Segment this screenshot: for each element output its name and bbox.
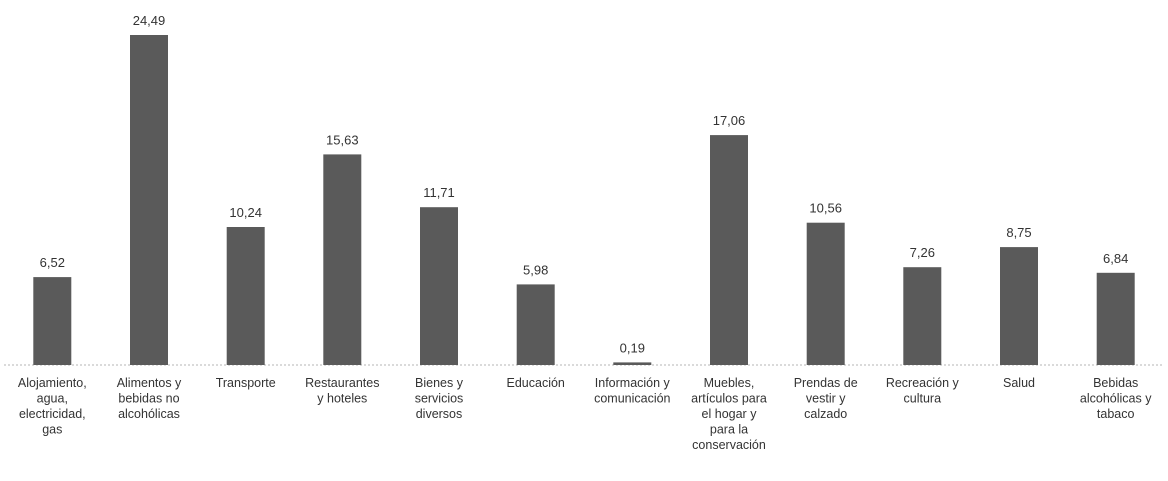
category-label-line: comunicación <box>594 392 670 406</box>
category-label: Alimentos y bebidas no alcohólicas <box>117 376 182 421</box>
category-label-line: Recreación y <box>886 376 960 390</box>
bar-value-label: 6,52 <box>40 255 65 270</box>
bar-value-label: 24,49 <box>133 13 166 28</box>
bar <box>613 362 652 365</box>
bar-value-label: 6,84 <box>1103 251 1128 266</box>
category-label-line: Bebidas <box>1093 376 1138 390</box>
bar <box>130 35 168 365</box>
bar-value-label: 17,06 <box>713 113 746 128</box>
category-label-line: Bienes y <box>415 376 464 390</box>
category-label-line: servicios <box>415 392 464 406</box>
category-label-line: Transporte <box>216 376 276 390</box>
category-label-line: artículos para <box>691 392 767 406</box>
category-label: Transporte <box>216 376 276 390</box>
category-label: Información y comunicación <box>594 376 670 406</box>
bar-value-label: 5,98 <box>523 262 548 277</box>
bar-value-label: 10,56 <box>809 201 842 216</box>
category-label-line: bebidas no <box>118 392 179 406</box>
bar-value-label: 7,26 <box>910 245 935 260</box>
category-label-line: diversos <box>416 407 463 421</box>
value-labels-group: 6,52 24,49 10,24 15,63 11,71 5,98 0,19 17,06 10,… <box>40 13 1129 355</box>
category-label-line: Información y <box>595 376 671 390</box>
category-label-line: Alojamiento, <box>18 376 87 390</box>
category-label-line: Educación <box>507 376 565 390</box>
bar <box>226 227 265 365</box>
bar <box>516 284 555 365</box>
bar <box>903 267 942 365</box>
category-label-line: para la <box>710 423 748 437</box>
bar <box>806 222 845 365</box>
bar-value-label: 0,19 <box>620 340 645 355</box>
category-label-line: tabaco <box>1097 407 1135 421</box>
category-label: Salud <box>1003 376 1035 390</box>
bar <box>33 277 72 365</box>
bar-value-label: 10,24 <box>229 205 262 220</box>
category-label-line: Alimentos y <box>117 376 182 390</box>
bar-value-label: 15,63 <box>326 132 359 147</box>
bar <box>1096 272 1135 365</box>
category-label-line: Restaurantes <box>305 376 379 390</box>
category-label: Educación <box>507 376 565 390</box>
bar <box>323 154 362 365</box>
category-label: Muebles, artículos para el hogar y para la c… <box>691 376 767 452</box>
category-label: Bebidas alcohólicas y tabaco <box>1080 376 1152 421</box>
category-label: Prendas de vestir y calzado <box>794 376 858 421</box>
category-label-line: agua, <box>37 392 68 406</box>
category-label-line: Salud <box>1003 376 1035 390</box>
category-label-line: gas <box>42 423 62 437</box>
category-label-line: vestir y <box>806 392 846 406</box>
category-label-line: y hoteles <box>317 392 367 406</box>
category-label: Bienes y servicios diversos <box>415 376 464 421</box>
bars-group <box>33 35 1135 365</box>
category-label-line: electricidad, <box>19 407 86 421</box>
category-labels-group: Alojamiento, agua, electricidad, gas Aliment… <box>18 376 1152 452</box>
category-label: Alojamiento, agua, electricidad, gas <box>18 376 87 437</box>
bar <box>1000 247 1038 365</box>
category-label-line: calzado <box>804 407 847 421</box>
category-label-line: alcohólicas <box>118 407 180 421</box>
bar <box>710 135 748 365</box>
category-label-line: Prendas de <box>794 376 858 390</box>
category-label-line: alcohólicas y <box>1080 392 1152 406</box>
category-label-line: Muebles, <box>704 376 755 390</box>
bar <box>420 207 458 365</box>
category-label: Recreación y cultura <box>886 376 960 406</box>
category-label-line: cultura <box>904 392 942 406</box>
bar-value-label: 11,71 <box>423 185 455 200</box>
category-label: Restaurantes y hoteles <box>305 376 379 406</box>
category-label-line: el hogar y <box>702 407 758 421</box>
category-label-line: conservación <box>692 438 766 452</box>
bar-value-label: 8,75 <box>1006 225 1031 240</box>
